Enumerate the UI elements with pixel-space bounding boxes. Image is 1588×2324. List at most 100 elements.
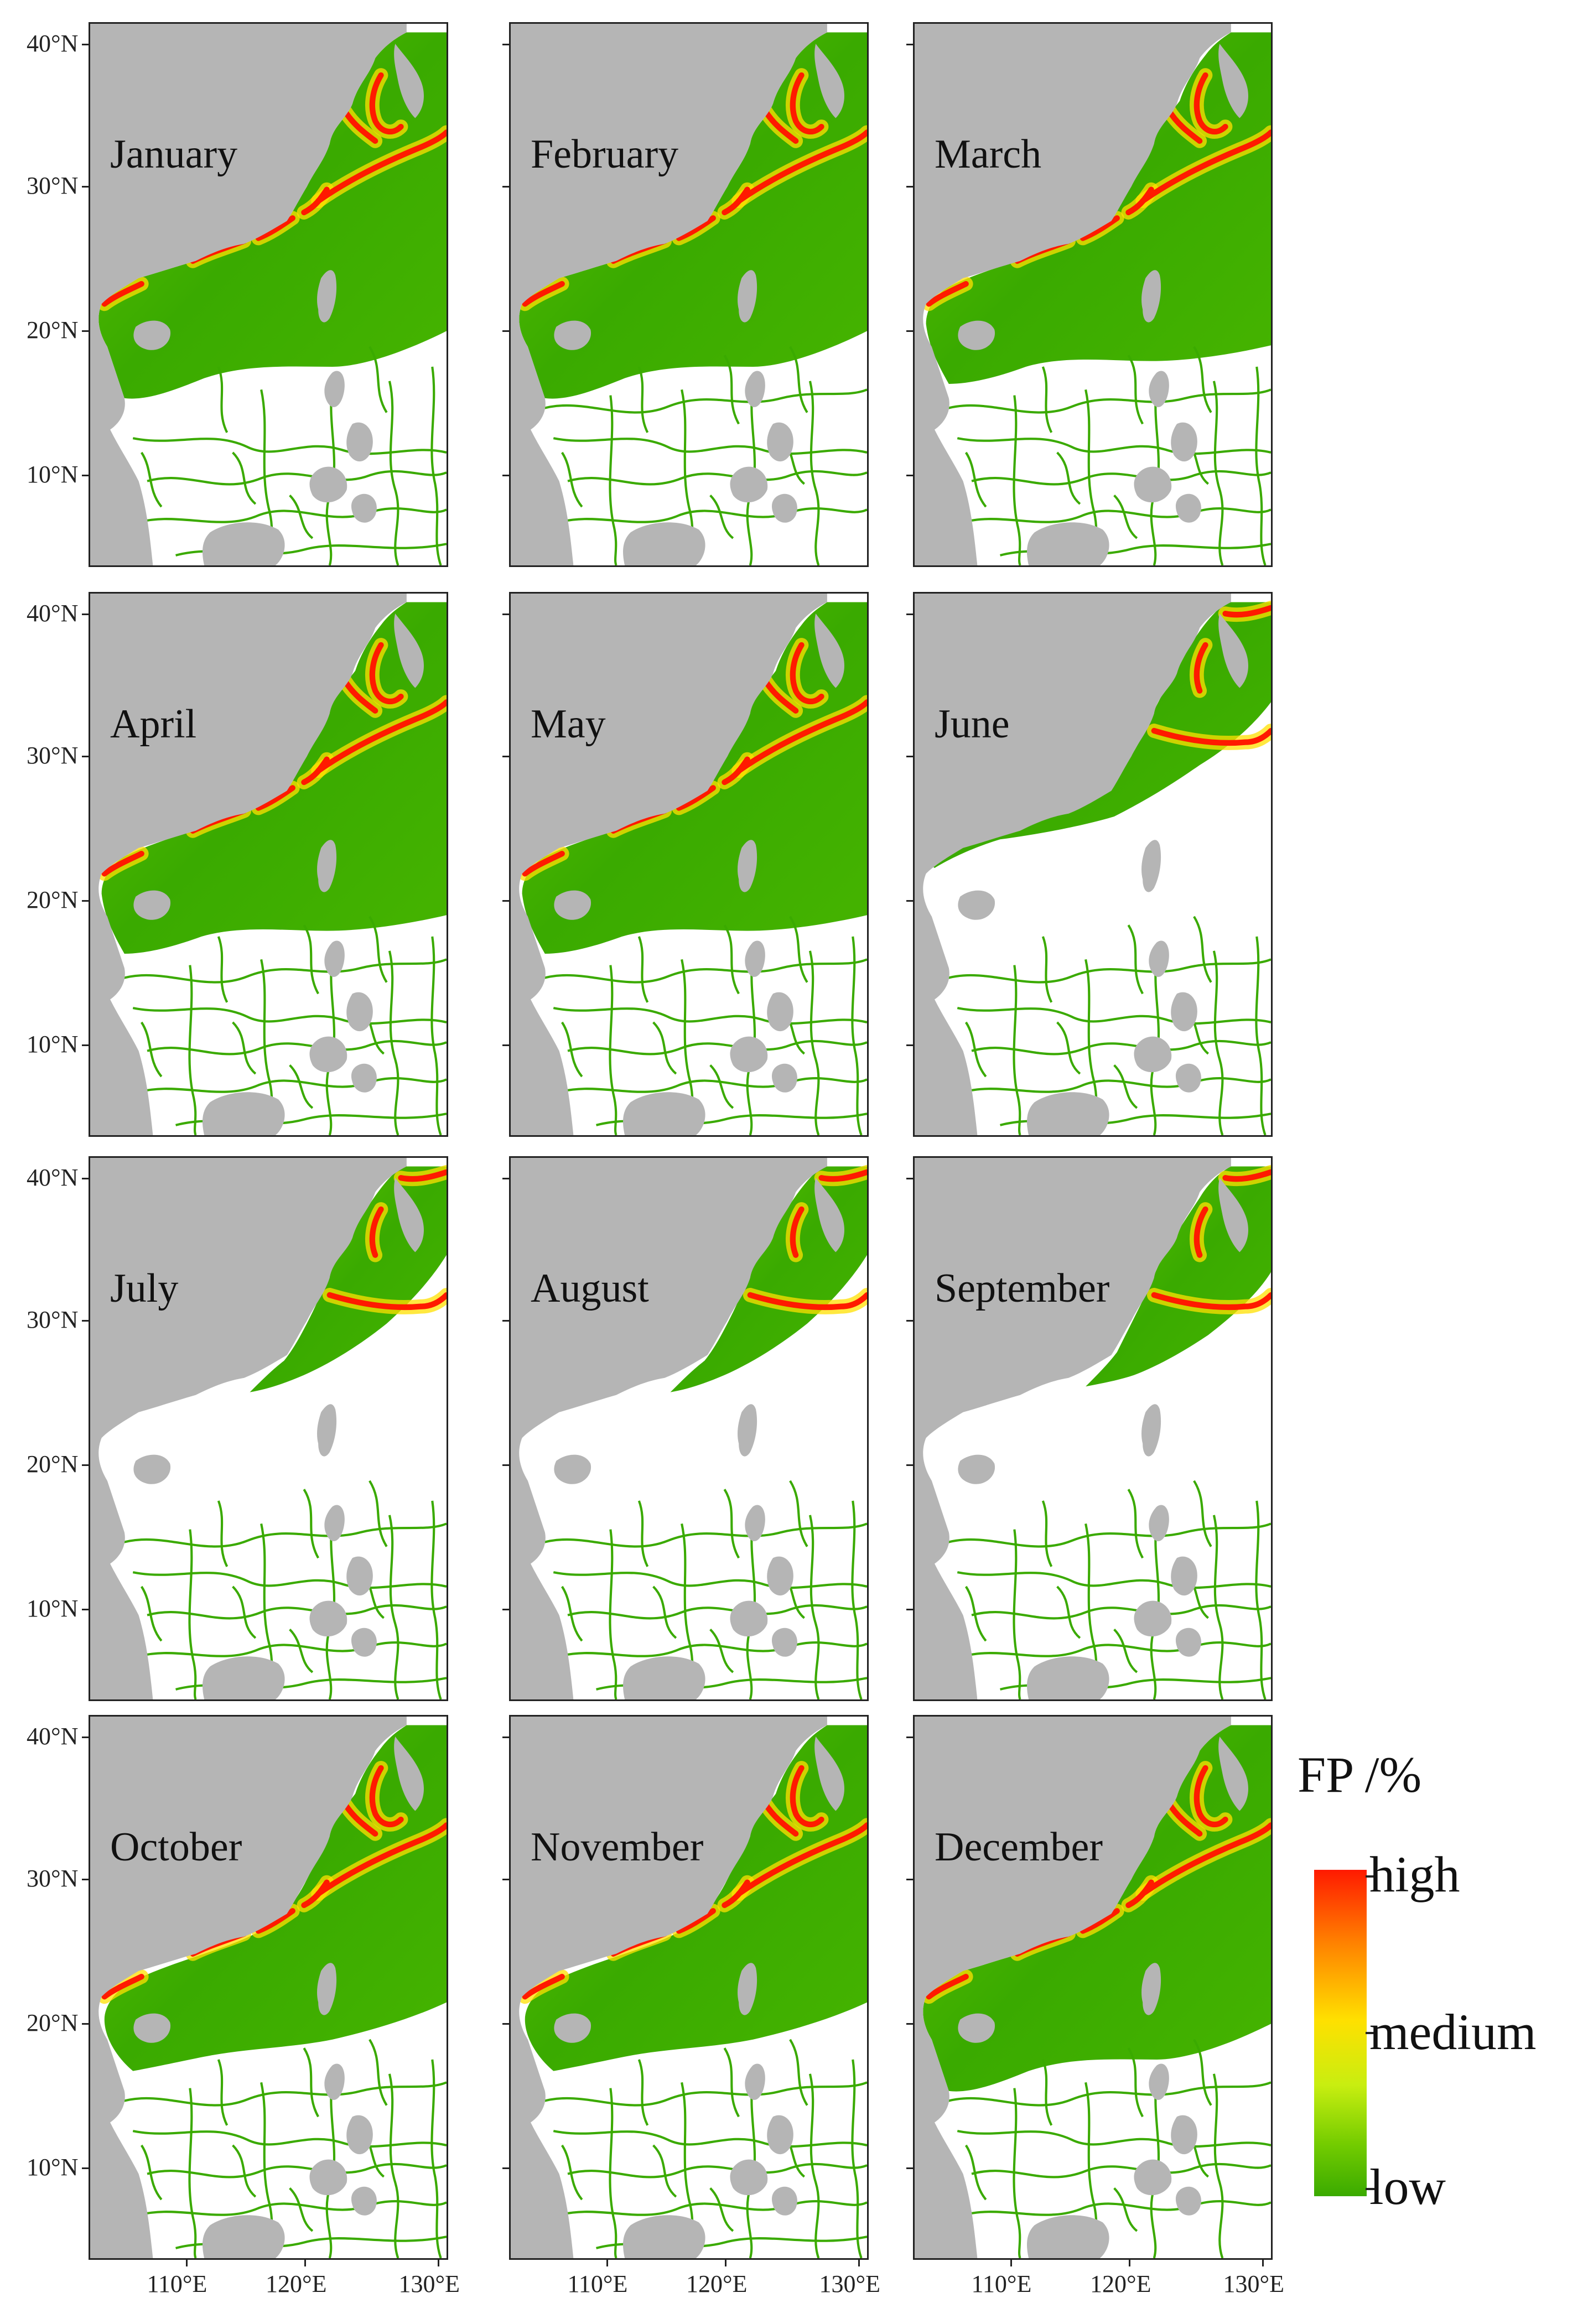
land-mask xyxy=(511,594,844,1135)
lat-tick-mark xyxy=(82,755,89,757)
lat-tick-label: 10°N xyxy=(27,1594,79,1622)
map-svg xyxy=(90,24,447,565)
map-svg xyxy=(511,1717,867,2258)
map-panel-january xyxy=(89,22,448,567)
lat-tick-label: 20°N xyxy=(27,886,79,913)
lat-tick-mark xyxy=(82,474,89,476)
lat-tick-mark xyxy=(82,1464,89,1466)
land-mask xyxy=(915,24,1248,565)
lat-tick-mark xyxy=(82,1878,89,1880)
lat-tick-mark xyxy=(906,1736,913,1739)
lon-tick-mark xyxy=(185,2260,188,2266)
map-panel-march xyxy=(913,22,1273,567)
lat-tick-mark xyxy=(502,185,509,188)
lat-tick-mark xyxy=(906,1044,913,1046)
lat-tick-mark xyxy=(502,474,509,476)
map-panel-november xyxy=(509,1715,869,2260)
map-panel-august xyxy=(509,1156,869,1701)
lon-tick-mark xyxy=(1129,2260,1130,2266)
lat-tick-label: 40°N xyxy=(27,1164,79,1192)
map-svg xyxy=(915,1158,1271,1699)
map-svg xyxy=(511,24,867,565)
lat-tick-mark xyxy=(82,614,89,616)
lat-tick-mark xyxy=(906,1319,913,1322)
lat-tick-mark xyxy=(82,1319,89,1322)
lat-tick-mark xyxy=(502,1608,509,1610)
land-mask xyxy=(511,1717,844,2258)
lon-tick-label: 130°E xyxy=(819,2270,880,2297)
land-mask xyxy=(915,1717,1248,2258)
month-label: September xyxy=(935,1266,1110,1311)
legend-title: FP /% xyxy=(1298,1746,1422,1803)
fishing-effort-layer xyxy=(921,1725,1271,2092)
legend-label-low: low xyxy=(1369,2159,1446,2215)
lon-tick-mark xyxy=(858,2260,860,2266)
lat-tick-label: 30°N xyxy=(27,1864,79,1892)
lat-tick-mark xyxy=(502,1044,509,1046)
lat-tick-label: 20°N xyxy=(27,1450,79,1478)
lon-tick-label: 110°E xyxy=(971,2270,1032,2297)
map-panel-june xyxy=(913,592,1273,1137)
land-mask xyxy=(90,1158,424,1699)
map-svg xyxy=(90,1158,447,1699)
lat-tick-mark xyxy=(906,44,913,46)
lat-tick-label: 10°N xyxy=(27,460,79,488)
lat-tick-label: 30°N xyxy=(27,171,79,199)
lat-tick-mark xyxy=(82,1044,89,1046)
lat-tick-mark xyxy=(82,1608,89,1610)
lon-tick-label: 110°E xyxy=(567,2270,628,2297)
lon-tick-mark xyxy=(304,2260,306,2266)
month-label: April xyxy=(110,701,197,747)
lat-tick-mark xyxy=(502,1878,509,1880)
lat-tick-mark xyxy=(906,1178,913,1180)
lat-tick-mark xyxy=(906,185,913,188)
map-svg xyxy=(511,594,867,1135)
lon-tick-mark xyxy=(1010,2260,1012,2266)
lat-tick-mark xyxy=(502,755,509,757)
vessel-track-lines xyxy=(118,1480,447,1699)
lat-tick-label: 40°N xyxy=(27,1723,79,1750)
lat-tick-mark xyxy=(82,2167,89,2169)
lon-tick-mark xyxy=(606,2260,608,2266)
fishing-effort-layer xyxy=(250,1164,447,1392)
month-label: November xyxy=(531,1824,704,1870)
lat-tick-mark xyxy=(502,1736,509,1739)
vessel-track-lines xyxy=(538,916,867,1135)
lat-tick-mark xyxy=(82,185,89,188)
map-panel-february xyxy=(509,22,869,567)
map-panel-september xyxy=(913,1156,1273,1701)
lat-tick-label: 10°N xyxy=(27,2153,79,2181)
lat-tick-mark xyxy=(82,330,89,332)
vessel-track-lines xyxy=(942,1480,1271,1699)
lat-tick-label: 30°N xyxy=(27,741,79,769)
vessel-track-lines xyxy=(538,2039,867,2258)
lat-tick-mark xyxy=(502,614,509,616)
land-mask xyxy=(90,24,424,565)
lat-tick-mark xyxy=(906,1608,913,1610)
lat-tick-mark xyxy=(906,474,913,476)
lat-tick-mark xyxy=(502,1319,509,1322)
lat-tick-mark xyxy=(906,755,913,757)
lat-tick-mark xyxy=(82,1178,89,1180)
land-mask xyxy=(915,1158,1248,1699)
lat-tick-mark xyxy=(906,1878,913,1880)
land-mask xyxy=(915,594,1248,1135)
lat-tick-label: 40°N xyxy=(27,30,79,58)
vessel-track-lines xyxy=(538,346,867,565)
month-label: October xyxy=(110,1824,242,1870)
month-label: December xyxy=(935,1824,1103,1870)
lat-tick-mark xyxy=(502,44,509,46)
lat-tick-mark xyxy=(502,2167,509,2169)
land-mask xyxy=(90,1717,424,2258)
lat-tick-mark xyxy=(502,1178,509,1180)
lat-tick-mark xyxy=(906,2167,913,2169)
lon-tick-mark xyxy=(1262,2260,1264,2266)
lon-tick-label: 120°E xyxy=(686,2270,748,2297)
land-mask xyxy=(90,594,424,1135)
month-label: March xyxy=(935,132,1042,177)
lon-tick-mark xyxy=(437,2260,439,2266)
lat-tick-mark xyxy=(502,330,509,332)
map-svg xyxy=(915,1717,1271,2258)
vessel-track-lines xyxy=(118,916,447,1135)
lat-tick-mark xyxy=(502,2023,509,2025)
